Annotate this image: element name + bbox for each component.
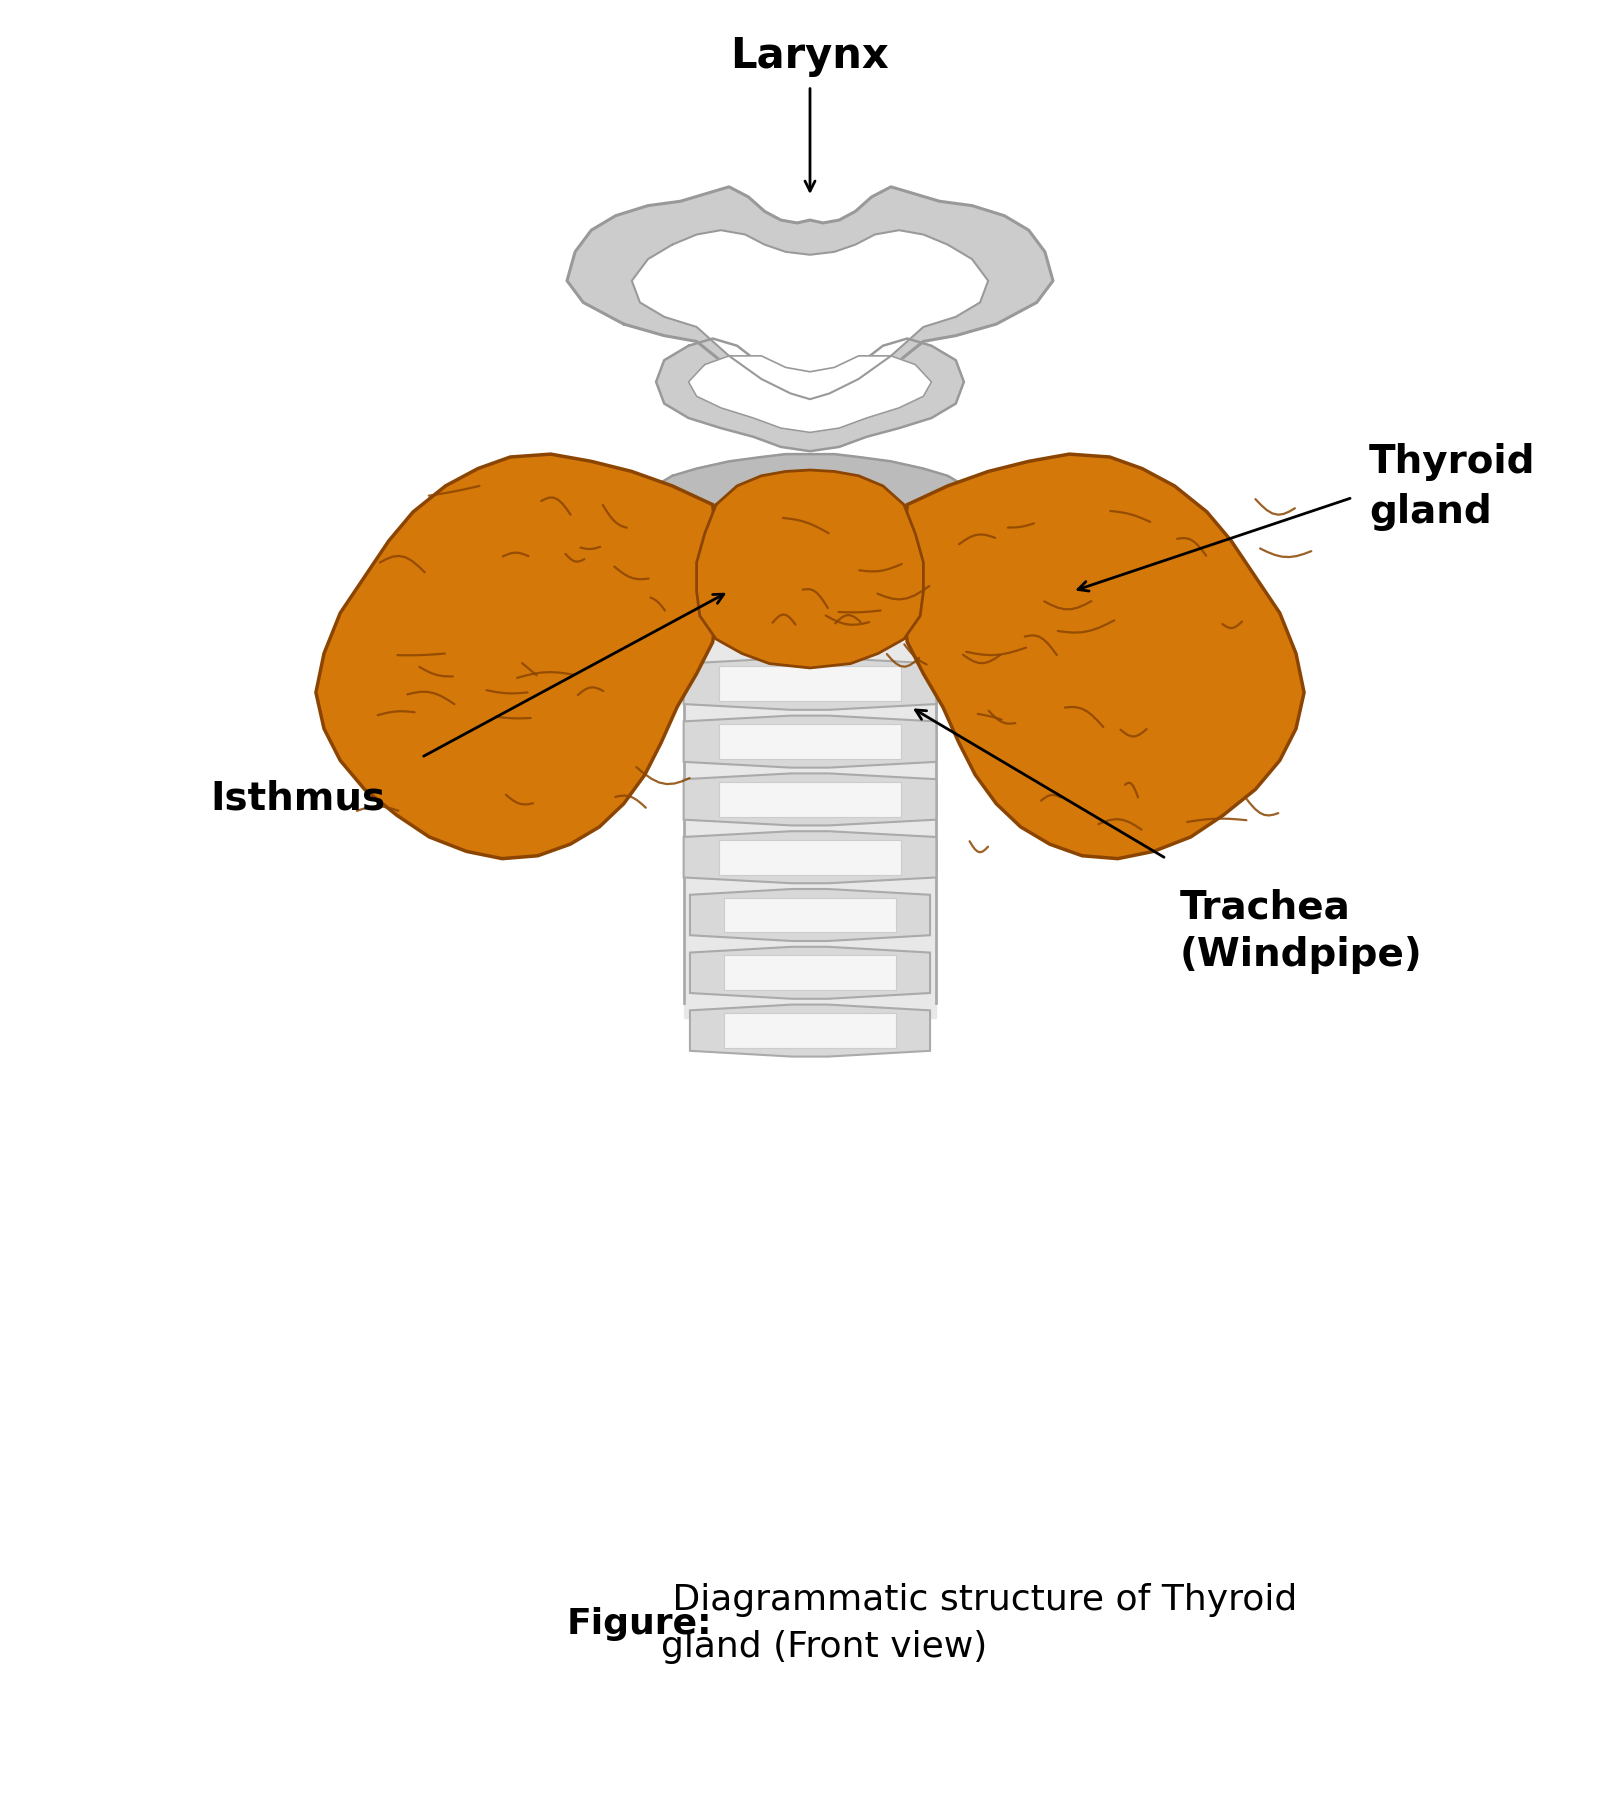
Polygon shape	[684, 643, 936, 1018]
Polygon shape	[690, 948, 930, 1000]
Polygon shape	[567, 188, 1053, 412]
Polygon shape	[724, 1014, 896, 1049]
Polygon shape	[719, 726, 901, 760]
Text: Figure:: Figure:	[567, 1606, 713, 1639]
Polygon shape	[719, 783, 901, 818]
Polygon shape	[724, 899, 896, 933]
Polygon shape	[719, 668, 901, 702]
Text: Larynx: Larynx	[731, 34, 889, 76]
Text: Diagrammatic structure of Thyroid
gland (Front view): Diagrammatic structure of Thyroid gland …	[661, 1581, 1298, 1664]
Polygon shape	[904, 455, 1304, 859]
Text: easybiologynotes.com: easybiologynotes.com	[1011, 1722, 1571, 1765]
Polygon shape	[684, 832, 936, 884]
Text: Thyroid
gland: Thyroid gland	[1369, 442, 1536, 531]
Polygon shape	[632, 231, 988, 401]
Text: Isthmus: Isthmus	[211, 780, 386, 818]
Polygon shape	[697, 471, 923, 668]
Polygon shape	[684, 717, 936, 769]
Polygon shape	[690, 890, 930, 942]
Polygon shape	[690, 1005, 930, 1058]
Text: Trachea
(Windpipe): Trachea (Windpipe)	[1179, 888, 1422, 973]
Polygon shape	[719, 841, 901, 875]
Polygon shape	[688, 357, 932, 433]
Polygon shape	[635, 455, 985, 560]
Polygon shape	[316, 455, 716, 859]
Polygon shape	[656, 339, 964, 451]
Polygon shape	[684, 774, 936, 827]
Polygon shape	[724, 957, 896, 991]
Polygon shape	[684, 659, 936, 711]
